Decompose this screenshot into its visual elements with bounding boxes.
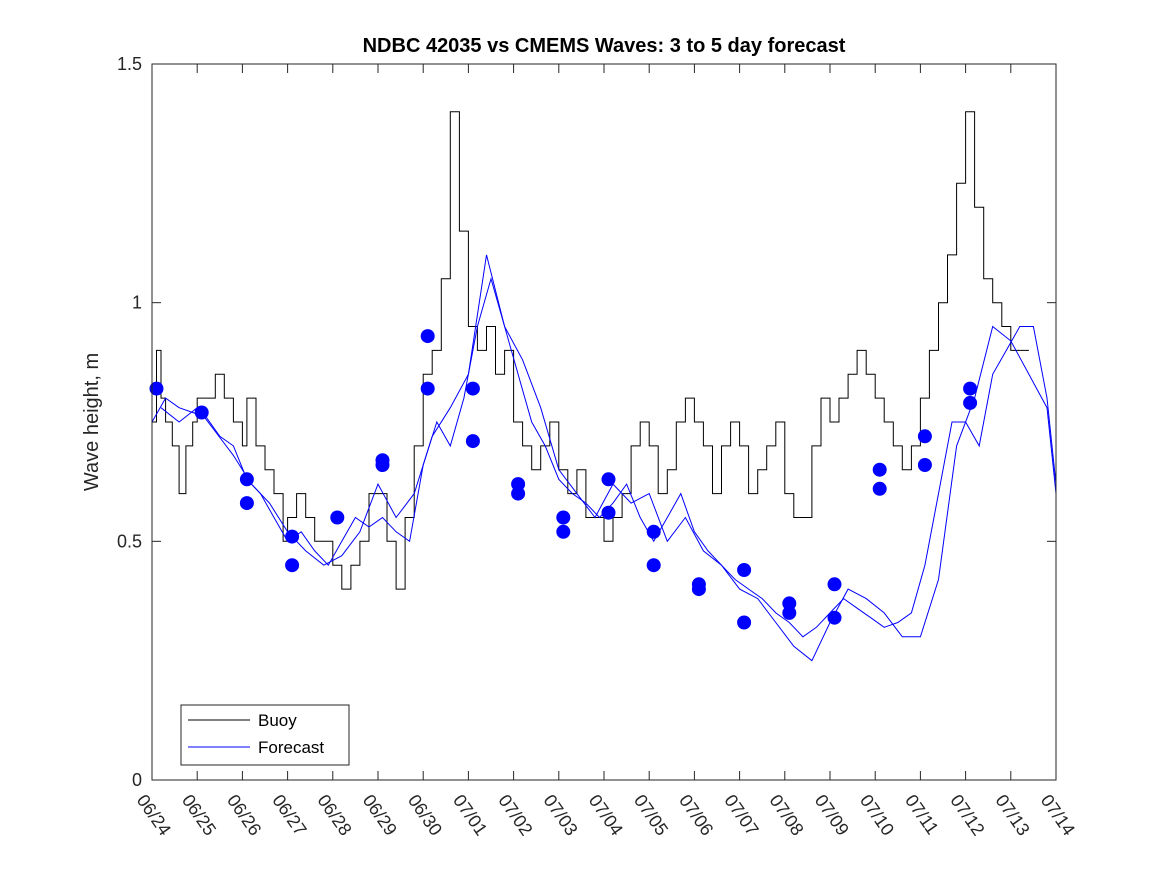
y-tick-label: 0	[132, 770, 142, 790]
buoy-series-line	[152, 111, 1029, 590]
forecast-point	[556, 524, 571, 539]
x-tick-label: 06/25	[178, 791, 220, 839]
forecast-point	[917, 458, 932, 472]
x-tick-label: 07/04	[585, 791, 627, 839]
x-tick-label: 06/26	[223, 791, 265, 839]
x-tick-label: 07/09	[811, 791, 853, 839]
forecast-point	[285, 558, 300, 573]
forecast-point	[737, 615, 752, 630]
y-tick-label: 0.5	[117, 531, 142, 551]
x-tick-label: 07/06	[675, 791, 717, 839]
forecast-point	[827, 610, 842, 625]
forecast-point	[646, 558, 661, 573]
x-tick-label: 06/24	[133, 791, 175, 839]
legend: Buoy Forecast	[180, 704, 350, 766]
forecast-point	[737, 563, 752, 577]
x-tick-label: 06/28	[314, 791, 356, 839]
forecast-point	[872, 462, 887, 477]
forecast-point	[601, 505, 616, 520]
x-tick-label: 07/01	[449, 791, 491, 839]
x-tick-label: 07/05	[630, 791, 672, 839]
x-tick-label: 07/12	[946, 791, 988, 839]
forecast-point	[465, 381, 480, 396]
forecast-series-line-1	[151, 276, 1057, 638]
x-tick-label: 07/14	[1037, 791, 1079, 839]
forecast-point	[194, 405, 209, 420]
forecast-point	[420, 381, 435, 396]
forecast-point	[827, 577, 842, 592]
legend-forecast-label: Forecast	[258, 738, 324, 757]
forecast-point	[691, 582, 706, 597]
forecast-point	[420, 329, 435, 344]
forecast-point	[330, 510, 345, 525]
forecast-point	[375, 453, 390, 468]
x-tick-label: 07/13	[992, 791, 1034, 839]
forecast-point	[511, 477, 526, 492]
forecast-point	[646, 524, 661, 539]
forecast-point	[782, 605, 797, 620]
x-tick-label: 07/08	[766, 791, 808, 839]
legend-box	[180, 704, 350, 766]
forecast-point	[239, 472, 254, 487]
legend-buoy-label: Buoy	[258, 711, 297, 730]
chart-title: NDBC 42035 vs CMEMS Waves: 3 to 5 day fo…	[363, 35, 846, 57]
forecast-point	[963, 395, 978, 410]
forecast-point	[465, 434, 480, 449]
x-tick-label: 07/03	[540, 791, 582, 839]
forecast-point	[917, 429, 932, 444]
forecast-point	[556, 510, 571, 525]
forecast-point	[285, 529, 300, 544]
y-tick-label: 1.5	[117, 54, 142, 74]
x-tick-label: 07/07	[720, 791, 762, 839]
x-tick-label: 07/02	[494, 791, 536, 839]
forecast-point	[239, 496, 254, 511]
forecast-series-line-2	[160, 254, 1057, 662]
y-axis-label: Wave height, m	[81, 353, 103, 491]
x-tick-label: 07/11	[901, 791, 942, 838]
forecast-point	[149, 381, 164, 396]
y-tick-label: 1	[132, 293, 142, 313]
x-tick-label: 06/30	[404, 791, 446, 839]
plot-area	[149, 111, 1057, 662]
forecast-point	[963, 381, 978, 396]
forecast-point	[872, 481, 887, 496]
x-tick-label: 07/10	[856, 791, 898, 839]
forecast-point	[601, 472, 616, 487]
x-tick-label: 06/29	[359, 791, 401, 839]
x-tick-label: 06/27	[268, 791, 310, 839]
